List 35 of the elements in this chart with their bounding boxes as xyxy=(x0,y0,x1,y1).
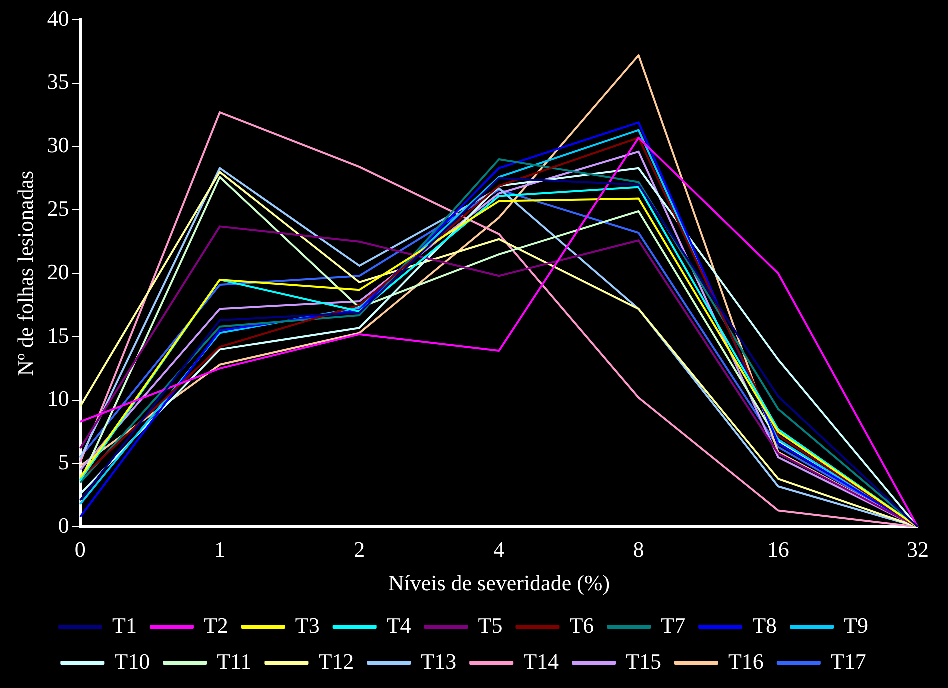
x-tick-label: 8 xyxy=(633,537,644,562)
legend-label: T7 xyxy=(661,612,686,638)
x-tick-label: 0 xyxy=(74,537,86,562)
legend-label: T4 xyxy=(386,612,412,638)
legend-label: T6 xyxy=(570,612,594,638)
y-tick-label: 10 xyxy=(47,386,70,412)
x-tick-label: 4 xyxy=(494,537,505,562)
legend-label: T8 xyxy=(752,612,778,638)
legend-label: T17 xyxy=(830,648,866,674)
legend-label: T11 xyxy=(217,648,252,674)
legend-label: T2 xyxy=(204,612,228,638)
x-tick-label: 2 xyxy=(354,537,366,562)
y-tick-label: 15 xyxy=(47,322,70,348)
y-tick-label: 40 xyxy=(47,6,70,31)
y-tick-label: 25 xyxy=(47,196,70,221)
legend-label: T1 xyxy=(112,612,137,638)
legend-label: T13 xyxy=(421,648,457,674)
y-tick-label: 35 xyxy=(47,69,70,94)
x-axis-title: Níveis de severidade (%) xyxy=(388,570,610,596)
x-tick-label: 16 xyxy=(767,537,790,562)
y-tick-label: 0 xyxy=(58,512,70,538)
legend-label: T14 xyxy=(524,648,560,674)
y-axis-title: Nº de folhas lesionadas xyxy=(12,170,38,376)
legend-label: T15 xyxy=(626,648,662,674)
y-tick-label: 20 xyxy=(47,259,70,284)
y-tick-label: 5 xyxy=(58,450,70,475)
legend-label: T16 xyxy=(728,648,764,674)
y-tick-label: 30 xyxy=(47,132,70,158)
legend-label: T10 xyxy=(114,648,150,674)
legend-label: T12 xyxy=(318,648,354,674)
x-tick-label: 1 xyxy=(214,537,226,562)
legend-label: T9 xyxy=(844,612,868,638)
x-tick-label: 32 xyxy=(907,537,929,562)
legend-label: T5 xyxy=(478,612,503,638)
legend-label: T3 xyxy=(295,612,320,638)
